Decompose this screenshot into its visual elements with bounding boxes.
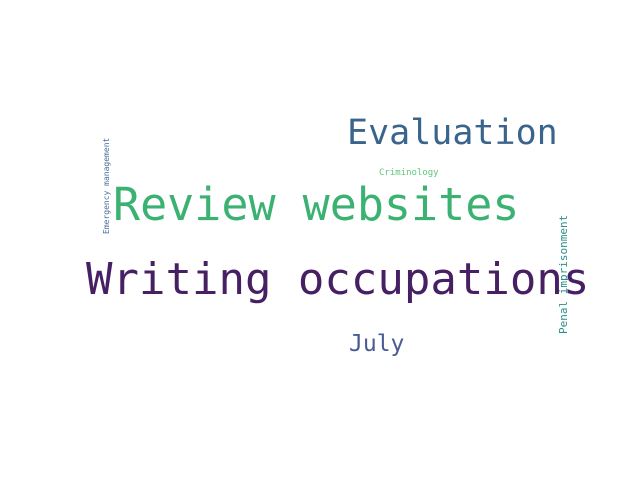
word-penal-imprisonment: Penal imprisonment [557, 214, 570, 334]
word-evaluation: Evaluation [347, 113, 558, 153]
word-review-websites: Review websites [113, 178, 520, 231]
word-emergency-management: Emergency management [102, 137, 111, 234]
word-writing-occupations: Writing occupations [86, 254, 590, 305]
word-july: July [349, 331, 405, 357]
word-criminology: Criminology [379, 168, 439, 178]
